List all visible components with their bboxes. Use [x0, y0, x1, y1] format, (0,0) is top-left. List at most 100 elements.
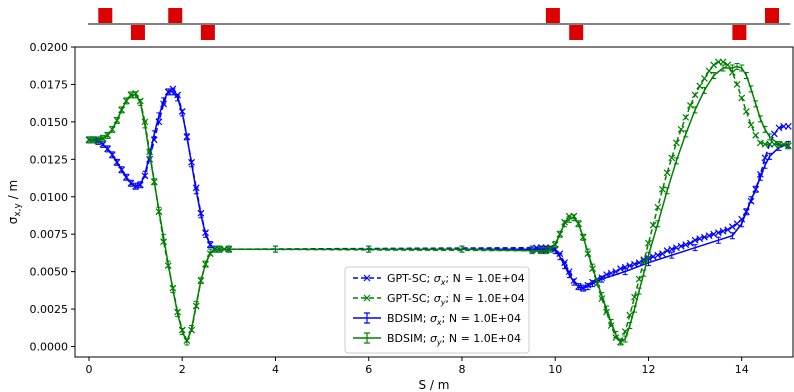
series-3-errorbar-56 — [641, 269, 647, 277]
series-3-errorbar-23 — [193, 301, 199, 309]
series-2-errorbar-8 — [123, 173, 129, 181]
series-1-marker-58 — [659, 185, 666, 193]
series-3-errorbar-7 — [119, 106, 125, 114]
series-2-errorbar-6 — [114, 158, 120, 166]
series-2-errorbar-53 — [739, 220, 745, 228]
series-3-errorbar-48 — [604, 305, 610, 313]
series-3-errorbar-33 — [529, 247, 535, 255]
series-3-errorbar-62 — [692, 106, 698, 114]
series-0-marker-49 — [617, 265, 624, 273]
y-tick-label-2: 0.0050 — [30, 266, 69, 279]
series-3-errorbar-25 — [203, 260, 209, 268]
series-1-marker-75 — [738, 94, 746, 102]
series-1-marker-68 — [705, 67, 713, 75]
x-tick-label-0: 0 — [85, 363, 92, 376]
y-tick-label-7: 0.0175 — [30, 78, 69, 91]
series-2-errorbar-23 — [193, 187, 199, 195]
series-3-errorbar-15 — [156, 206, 162, 214]
series-2-errorbar-40 — [566, 271, 572, 279]
series-3-errorbar-40 — [566, 215, 572, 223]
series-3-errorbar-54 — [631, 305, 637, 313]
series-2-errorbar-20 — [179, 109, 185, 117]
series-0-marker-61 — [673, 244, 680, 252]
magnet-block-7 — [765, 8, 780, 23]
series-2-errorbar-57 — [757, 173, 763, 181]
legend-marker-2 — [364, 312, 370, 324]
series-3-errorbar-2 — [95, 136, 101, 144]
series-0-marker-60 — [668, 245, 676, 253]
plot-frame — [74, 46, 794, 358]
series-2-errorbar-18 — [170, 88, 176, 96]
series-2-errorbar-9 — [128, 179, 134, 187]
series-2-errorbar-54 — [743, 208, 749, 216]
series-0-marker-53 — [635, 259, 643, 267]
series-2-errorbar-21 — [184, 133, 190, 141]
series-1-marker-61 — [673, 139, 680, 147]
series-3-errorbar-38 — [557, 230, 563, 238]
magnet-block-1 — [130, 25, 145, 40]
series-3-errorbar-35 — [543, 247, 549, 255]
series-2-errorbar-50 — [692, 244, 698, 252]
series-0-marker-58 — [659, 250, 666, 258]
series-3-errorbar-37 — [552, 241, 558, 249]
series-3-errorbar-75 — [776, 140, 782, 148]
series-3-errorbar-11 — [137, 98, 143, 106]
series-3-errorbar-17 — [165, 260, 171, 268]
series-0-marker-50 — [621, 263, 629, 271]
series-1-marker-62 — [677, 125, 685, 133]
series-3-errorbar-10 — [133, 91, 139, 99]
series-3-errorbar-50 — [613, 331, 619, 339]
series-3-errorbar-60 — [673, 157, 679, 165]
series-1-marker-69 — [710, 61, 718, 69]
magnet-block-5 — [569, 25, 584, 40]
series-line-0 — [89, 87, 789, 289]
series-3-errorbar-53 — [627, 322, 633, 330]
series-2-errorbar-11 — [137, 181, 143, 189]
series-1-marker-56 — [649, 221, 657, 229]
y-axis-label-unit: / m — [6, 180, 20, 203]
series-2-errorbar-26 — [207, 241, 213, 249]
legend-marker-1 — [363, 294, 371, 302]
legend-box — [344, 266, 530, 354]
series-2-errorbar-58 — [762, 161, 768, 169]
series-2-errorbar-46 — [599, 275, 605, 283]
series-2-errorbar-45 — [590, 280, 596, 288]
magnet-block-4 — [545, 8, 560, 23]
magnet-block-2 — [168, 8, 183, 23]
y-axis-label-var: σ — [6, 216, 20, 224]
plot-axes: 0 2 4 6 8 10 12 14 0.0000 0.0025 0.0050 0.0075 0.010… — [6, 41, 794, 392]
series-3-errorbar-61 — [683, 130, 689, 138]
y-tick-label-1: 0.0025 — [30, 303, 69, 316]
series-3-errorbar-49 — [608, 319, 614, 327]
series-3-errorbar-73 — [762, 125, 768, 133]
series-0-marker-63 — [682, 241, 690, 249]
series-2-errorbar-10 — [133, 182, 139, 190]
series-2-errorbar-38 — [557, 253, 563, 261]
series-3-errorbar-41 — [571, 214, 577, 222]
series-3-errorbar-29 — [226, 245, 232, 253]
series-3-errorbar-20 — [179, 328, 185, 336]
series-2-errorbar-12 — [142, 170, 148, 178]
series-0-marker-62 — [677, 242, 685, 250]
series-3-errorbar-34 — [538, 247, 544, 255]
series-3-errorbar-28 — [217, 245, 223, 253]
series-3-errorbar-14 — [151, 178, 157, 186]
series-2-errorbar-52 — [729, 232, 735, 240]
series-3-errorbar-16 — [161, 233, 167, 241]
x-tick-label-6: 12 — [641, 363, 655, 376]
series-3-errorbar-0 — [86, 136, 92, 144]
series-3-errorbar-71 — [753, 100, 759, 108]
series-0-marker-69 — [710, 230, 718, 238]
series-3-errorbar-63 — [701, 86, 707, 94]
series-1-marker-74 — [733, 81, 741, 88]
series-0-marker-70 — [714, 229, 722, 237]
plot-series — [85, 58, 792, 346]
series-3-errorbar-3 — [100, 134, 106, 142]
y-axis-label: σx,y / m — [6, 180, 23, 225]
series-3-errorbar-19 — [175, 310, 181, 318]
series-3-errorbar-64 — [711, 71, 717, 79]
series-1-marker-77 — [747, 121, 755, 129]
series-1-marker-71 — [719, 58, 727, 66]
series-1-marker-73 — [728, 69, 736, 76]
